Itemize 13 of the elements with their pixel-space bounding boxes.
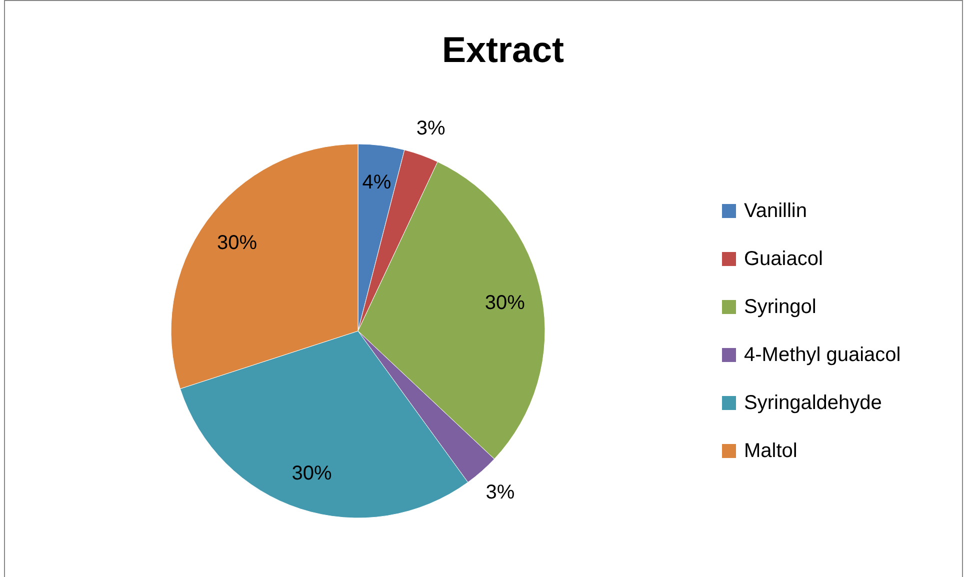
- legend-label: Vanillin: [744, 200, 807, 222]
- legend-label: Guaiacol: [744, 248, 823, 270]
- legend-label: 4-Methyl guaiacol: [744, 344, 901, 366]
- data-label: 30%: [216, 232, 258, 254]
- data-label: 3%: [416, 118, 446, 140]
- chart-title: Extract: [442, 29, 564, 70]
- data-label: 30%: [484, 292, 526, 314]
- legend-label: Syringaldehyde: [744, 392, 882, 414]
- data-label: 30%: [292, 462, 332, 484]
- data-label: 4%: [362, 172, 392, 194]
- legend-label: Maltol: [744, 440, 798, 462]
- data-label: 3%: [486, 481, 515, 504]
- legend-label: Syringol: [744, 296, 816, 318]
